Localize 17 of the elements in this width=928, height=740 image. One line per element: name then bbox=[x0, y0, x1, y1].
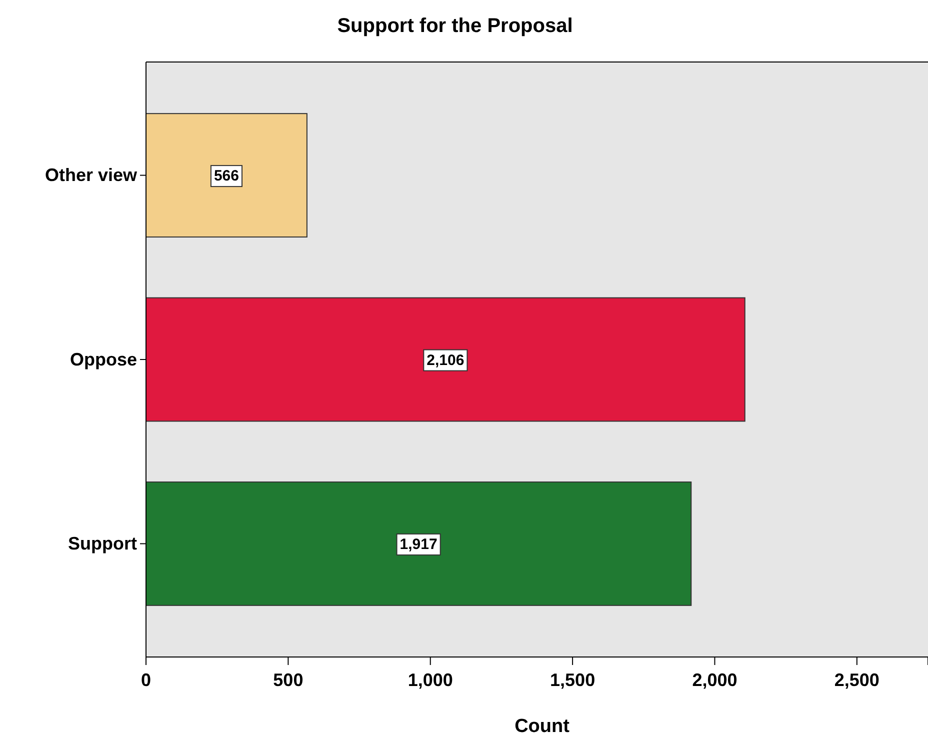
x-tick-label: 0 bbox=[140, 670, 152, 690]
data-label: 1,917 bbox=[400, 536, 438, 553]
bar bbox=[146, 113, 308, 238]
x-axis-title: Count bbox=[514, 716, 570, 737]
data-label: 2,106 bbox=[426, 352, 464, 369]
y-tick-label: Other view bbox=[44, 165, 138, 186]
bar bbox=[146, 297, 746, 422]
x-tick-label: 1,500 bbox=[550, 670, 596, 690]
x-tick-label: 2,500 bbox=[834, 670, 880, 690]
chart-title: Support for the Proposal bbox=[337, 15, 573, 37]
x-tick-label: 2,000 bbox=[692, 670, 738, 690]
y-tick-label: Oppose bbox=[70, 349, 137, 370]
bar bbox=[146, 482, 692, 606]
y-tick-label: Support bbox=[68, 533, 137, 554]
x-tick-label: 500 bbox=[273, 670, 304, 690]
x-tick-label: 1,000 bbox=[408, 670, 453, 690]
data-label: 566 bbox=[214, 168, 239, 185]
